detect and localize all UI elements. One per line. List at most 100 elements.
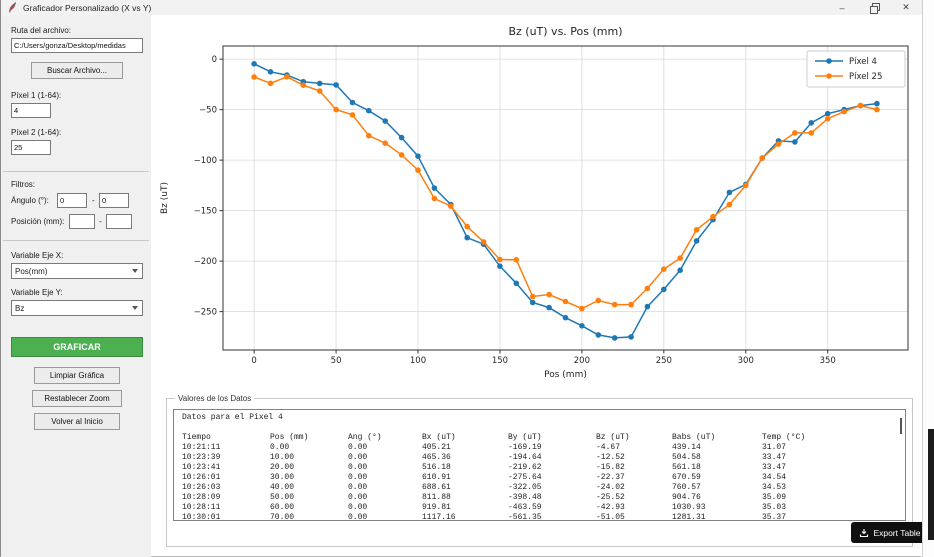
table-cell: 516.18 xyxy=(422,463,451,472)
x-tick-label: 100 xyxy=(410,356,426,366)
table-cell: -194.64 xyxy=(508,453,542,462)
plot-border xyxy=(222,45,909,351)
x-tick-label: 200 xyxy=(574,356,590,366)
table-cell: 10:28:11 xyxy=(182,503,221,512)
table-cell: -24.02 xyxy=(596,483,625,492)
pixel2-input[interactable] xyxy=(11,140,51,155)
table-cell: 10:28:09 xyxy=(182,493,221,502)
table-cell: 760.57 xyxy=(672,483,701,492)
position-from-input[interactable] xyxy=(69,214,95,229)
pixel1-label: Píxel 1 (1-64): xyxy=(11,91,62,100)
y-tick-label: −250 xyxy=(194,308,217,318)
legend-label: Píxel 25 xyxy=(849,72,882,82)
table-cell: 0.00 xyxy=(270,443,290,452)
data-point xyxy=(300,82,307,88)
back-to-start-button[interactable]: Volver al Inicio xyxy=(34,413,120,430)
reset-zoom-button[interactable]: Restablecer Zoom xyxy=(32,390,122,407)
pixel1-input[interactable] xyxy=(11,103,51,118)
data-point xyxy=(857,102,864,109)
table-cell: 30.00 xyxy=(270,473,295,482)
data-point xyxy=(628,301,634,308)
data-point xyxy=(316,80,323,87)
data-point xyxy=(382,140,388,146)
data-point xyxy=(480,239,487,245)
data-table[interactable]: Datos para el Pixel 4 Tiempo Pos (mm) Ang … xyxy=(173,409,906,521)
table-cell: 0.00 xyxy=(348,463,368,472)
x-tick-label: 0 xyxy=(251,356,256,366)
table-row: 10:28:11 60.00 0.00 919.81 -463.59 -42.93 1030… xyxy=(182,503,905,513)
plot-button[interactable]: GRAFICAR xyxy=(11,337,143,357)
data-point xyxy=(644,303,651,310)
table-cell: -219.62 xyxy=(508,463,542,472)
position-to-input[interactable] xyxy=(106,214,132,229)
table-cell: 670.59 xyxy=(672,473,701,482)
angle-from-input[interactable] xyxy=(57,193,87,208)
table-cell: 811.88 xyxy=(422,493,451,502)
data-point xyxy=(316,88,323,94)
chevron-down-icon xyxy=(132,269,138,273)
table-row: 10:28:09 50.00 0.00 811.88 -398.48 -25.52 904.… xyxy=(182,493,905,503)
angle-to-input[interactable] xyxy=(99,193,129,208)
x-variable-select[interactable]: Pos(mm) xyxy=(11,263,143,279)
y-tick-label: 0 xyxy=(212,55,217,65)
data-point xyxy=(874,100,880,107)
chart-canvas[interactable]: 0 50 100 150 200 250 300 350 0 −50 −100 −150 −200 −25… xyxy=(151,15,922,390)
x-variable-label: Variable Eje X: xyxy=(11,251,64,260)
data-point xyxy=(529,299,536,306)
data-point xyxy=(693,238,700,244)
table-cell: 10:26:03 xyxy=(182,483,221,492)
data-point xyxy=(661,266,667,272)
chart-title: Bz (uT) vs. Pos (mm) xyxy=(508,25,622,38)
table-cell: 35.03 xyxy=(762,503,787,512)
table-header-cell: By (uT) xyxy=(508,433,542,442)
table-cell: 50.00 xyxy=(270,493,295,502)
page-gutter xyxy=(922,0,934,557)
table-row: 10:23:39 10.00 0.00 465.36 -194.64 -12.52 504.… xyxy=(182,453,905,463)
page-scrollbar[interactable] xyxy=(928,429,934,540)
table-row: 10:30:01 70.00 0.00 1117.16 -561.35 -51.05 128… xyxy=(182,513,905,521)
table-cell: 10:21:11 xyxy=(182,443,221,452)
data-point xyxy=(349,112,356,118)
data-point xyxy=(759,155,765,161)
file-path-input[interactable] xyxy=(11,38,143,53)
main-panel: 0 50 100 150 200 250 300 350 0 −50 −100 −150 −200 −25… xyxy=(151,15,929,556)
data-point xyxy=(464,234,471,241)
table-cell: 20.00 xyxy=(270,463,295,472)
separator xyxy=(3,240,149,241)
browse-file-button[interactable]: Buscar Archivo... xyxy=(31,62,123,79)
table-header-cell: Tiempo xyxy=(182,433,211,442)
table-cell: 0.00 xyxy=(348,503,368,512)
data-point xyxy=(513,280,520,287)
data-point xyxy=(710,213,716,220)
table-header-cell: Pos (mm) xyxy=(270,433,309,442)
table-cell: 919.81 xyxy=(422,503,451,512)
close-button[interactable]: ✕ xyxy=(902,2,910,12)
x-tick-label: 50 xyxy=(331,356,342,366)
title-bar: Graficador Personalizado (X vs Y) – ✕ xyxy=(1,0,922,15)
clear-plot-button[interactable]: Limpiar Gráfica xyxy=(34,367,120,384)
chart[interactable]: 0 50 100 150 200 250 300 350 0 −50 −100 −150 −200 −25… xyxy=(151,15,922,390)
table-row: 10:21:11 0.00 0.00 405.21 -169.19 -4.67 439.14… xyxy=(182,443,905,453)
file-path-label: Ruta del archivo: xyxy=(11,26,72,35)
data-point xyxy=(595,297,602,304)
table-header-cell: Babs (uT) xyxy=(672,433,716,442)
data-point xyxy=(661,286,667,293)
minimize-button[interactable]: – xyxy=(839,2,845,13)
table-cell: 0.00 xyxy=(348,493,368,502)
export-table-button[interactable]: Export Table xyxy=(851,522,929,543)
data-point xyxy=(366,132,372,139)
table-cell: 0.00 xyxy=(348,473,368,482)
data-point xyxy=(824,110,831,117)
x-variable-value: Pos(mm) xyxy=(15,266,48,276)
restore-button[interactable] xyxy=(858,0,890,15)
data-point xyxy=(448,203,454,209)
table-cell: 904.76 xyxy=(672,493,701,502)
data-point xyxy=(562,314,569,321)
y-variable-select[interactable]: Bz xyxy=(11,300,143,316)
data-values-group-label: Valores de los Datos xyxy=(175,394,255,403)
table-cell: 60.00 xyxy=(270,503,295,512)
table-cell: 0.00 xyxy=(348,513,368,521)
table-header-row: Tiempo Pos (mm) Ang (°) Bx (uT) By (uT) Bz (u… xyxy=(182,433,905,443)
table-scrollbar[interactable] xyxy=(900,418,902,434)
table-cell: 34.54 xyxy=(762,473,787,482)
